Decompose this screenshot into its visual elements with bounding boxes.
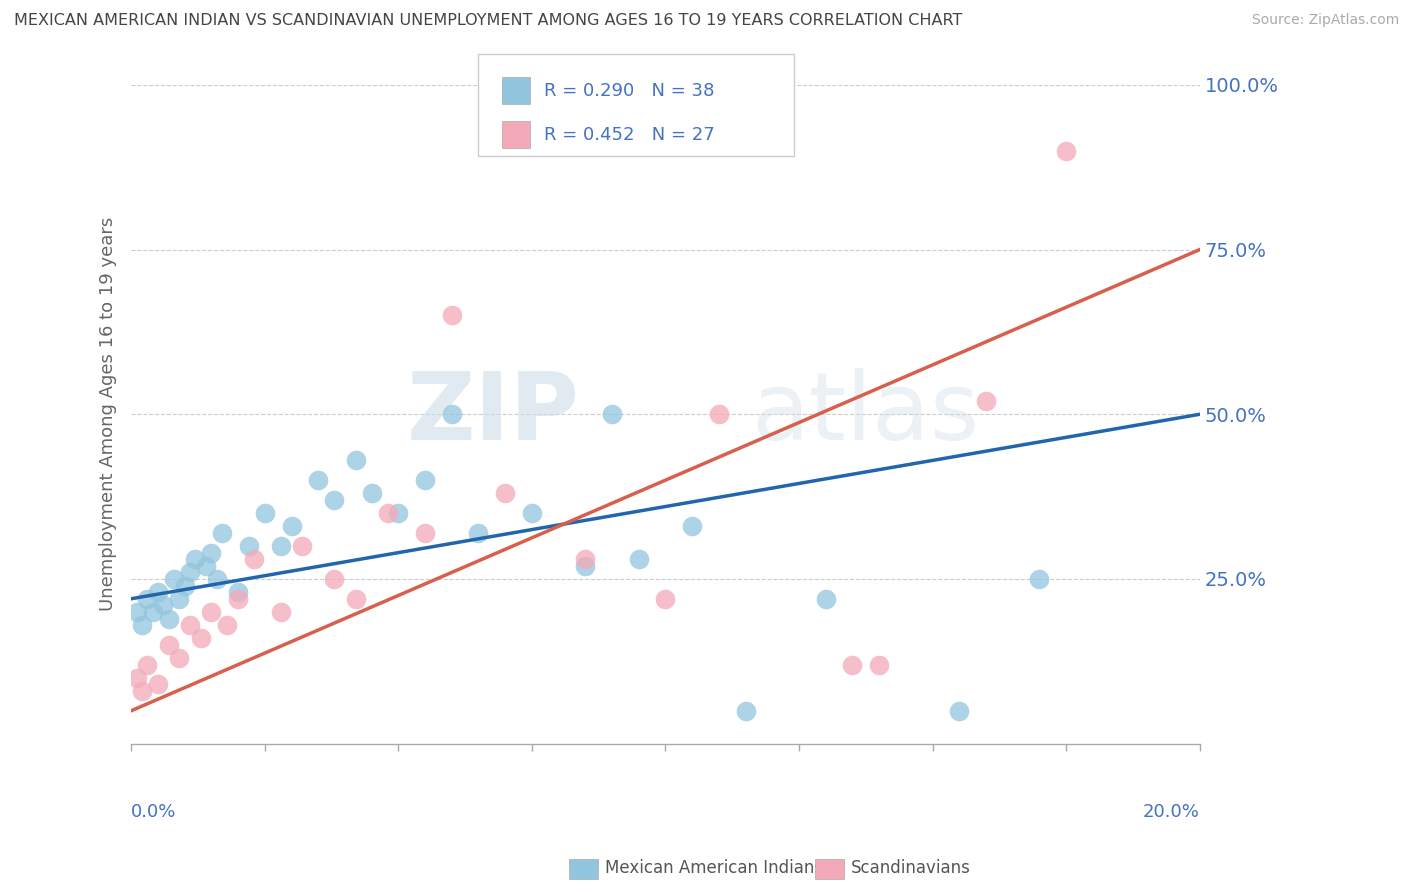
Point [226,591,249,606]
Point [520,506,543,520]
Point [323,492,346,507]
Point [413,473,436,487]
Point [948,704,970,718]
Point [841,657,863,672]
Text: atlas: atlas [751,368,979,460]
Point [136,657,159,672]
Text: R = 0.290   N = 38: R = 0.290 N = 38 [544,82,714,100]
Point [195,558,218,573]
Point [307,473,329,487]
Point [157,638,180,652]
Point [734,704,756,718]
Point [377,506,399,520]
Point [323,572,346,586]
Point [125,605,148,619]
Point [253,506,276,520]
Point [142,605,165,619]
Point [291,539,314,553]
Point [974,394,997,409]
Point [243,552,266,566]
Point [270,539,292,553]
Point [387,506,409,520]
Point [238,539,260,553]
Text: 0.0%: 0.0% [131,803,177,821]
Text: ZIP: ZIP [408,368,581,460]
Point [146,585,169,599]
Point [627,552,650,566]
Point [1054,144,1077,158]
Point [125,671,148,685]
Y-axis label: Unemployment Among Ages 16 to 19 years: Unemployment Among Ages 16 to 19 years [100,217,117,611]
Point [440,407,463,421]
Point [574,552,596,566]
Point [814,591,837,606]
Point [270,605,292,619]
Point [131,618,153,632]
Point [440,309,463,323]
Point [173,578,195,592]
Point [654,591,676,606]
Point [344,591,367,606]
Point [157,611,180,625]
Point [217,618,239,632]
Point [344,453,367,467]
Point [136,591,159,606]
Point [179,618,201,632]
Point [179,566,201,580]
Point [190,632,212,646]
Point [707,407,730,421]
Point [226,585,249,599]
Point [169,651,191,665]
Point [574,558,596,573]
Point [280,519,302,533]
Point [200,546,222,560]
Point [868,657,890,672]
Text: 20.0%: 20.0% [1143,803,1199,821]
Point [184,552,207,566]
Text: Mexican American Indians: Mexican American Indians [605,859,823,877]
Point [413,525,436,540]
Point [681,519,703,533]
Point [1028,572,1050,586]
Point [152,599,174,613]
Point [211,525,233,540]
Point [600,407,623,421]
Point [494,486,516,500]
Text: R = 0.452   N = 27: R = 0.452 N = 27 [544,126,714,144]
Text: Scandinavians: Scandinavians [851,859,970,877]
Point [360,486,382,500]
Text: Source: ZipAtlas.com: Source: ZipAtlas.com [1251,13,1399,28]
Point [205,572,228,586]
Point [169,591,191,606]
Text: MEXICAN AMERICAN INDIAN VS SCANDINAVIAN UNEMPLOYMENT AMONG AGES 16 TO 19 YEARS C: MEXICAN AMERICAN INDIAN VS SCANDINAVIAN … [14,13,963,29]
Point [467,525,489,540]
Point [200,605,222,619]
Point [131,684,153,698]
Point [146,677,169,691]
Point [163,572,186,586]
